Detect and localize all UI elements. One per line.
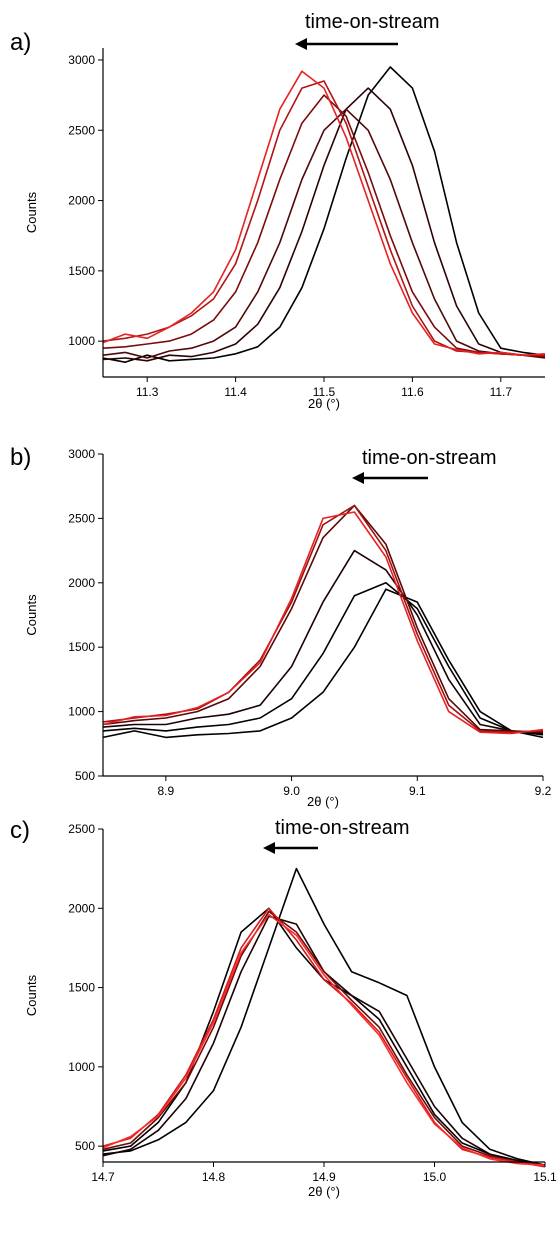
- y-tick-label: 3000: [68, 53, 95, 67]
- y-axis-label: Counts: [24, 974, 39, 1016]
- x-tick-label: 9.2: [535, 784, 552, 798]
- x-tick-label: 15.1: [533, 1170, 557, 1184]
- data-line: [102, 94, 546, 358]
- data-line: [102, 907, 546, 1168]
- x-tick-label: 15.0: [423, 1170, 447, 1184]
- data-line: [102, 108, 546, 359]
- data-line: [102, 549, 544, 735]
- x-tick-label: 14.7: [91, 1170, 115, 1184]
- y-tick-label: 2000: [68, 194, 95, 208]
- data-line: [102, 867, 546, 1166]
- x-tick-label: 11.5: [313, 385, 336, 399]
- data-line: [102, 87, 546, 362]
- x-tick-label: 9.0: [283, 784, 300, 798]
- x-tick-label: 9.1: [409, 784, 426, 798]
- y-axis-label: Counts: [24, 191, 39, 233]
- annotation: time-on-stream: [275, 817, 409, 839]
- annotation: time-on-stream: [305, 11, 439, 33]
- data-line: [102, 66, 546, 363]
- panel-label: c): [10, 817, 30, 844]
- data-line: [102, 70, 546, 356]
- arrow-head: [295, 38, 307, 50]
- panel-label: b): [10, 444, 31, 471]
- data-line: [102, 511, 544, 735]
- y-tick-label: 2500: [68, 511, 95, 525]
- data-line: [102, 915, 546, 1166]
- x-tick-label: 14.9: [312, 1170, 336, 1184]
- x-tick-label: 11.7: [490, 385, 513, 399]
- x-tick-label: 14.8: [202, 1170, 226, 1184]
- data-line: [102, 907, 546, 1166]
- arrow-head: [352, 472, 364, 484]
- x-tick-label: 11.4: [224, 385, 247, 399]
- x-axis-label: 2θ (°): [308, 1184, 340, 1199]
- x-axis-label: 2θ (°): [308, 396, 340, 411]
- arrow-head: [263, 842, 275, 854]
- data-line: [102, 910, 546, 1166]
- y-tick-label: 1500: [68, 640, 95, 654]
- y-tick-label: 1000: [68, 1060, 95, 1074]
- y-tick-label: 500: [75, 1139, 95, 1153]
- annotation: time-on-stream: [362, 447, 496, 469]
- x-tick-label: 11.3: [136, 385, 159, 399]
- data-line: [102, 913, 546, 1166]
- y-tick-label: 1500: [68, 264, 95, 278]
- panel-label: a): [10, 29, 31, 56]
- data-line: [102, 504, 544, 733]
- y-tick-label: 2500: [68, 123, 95, 137]
- y-tick-label: 2500: [68, 822, 95, 836]
- y-tick-label: 2000: [68, 901, 95, 915]
- y-tick-label: 500: [75, 769, 95, 783]
- y-tick-label: 1500: [68, 981, 95, 995]
- y-tick-label: 3000: [68, 447, 95, 461]
- x-tick-label: 11.6: [401, 385, 424, 399]
- x-axis-label: 2θ (°): [307, 794, 339, 809]
- data-line: [102, 582, 544, 736]
- y-tick-label: 1000: [68, 334, 95, 348]
- x-tick-label: 8.9: [158, 784, 175, 798]
- y-axis-label: Counts: [24, 594, 39, 636]
- data-line: [102, 588, 544, 739]
- y-tick-label: 1000: [68, 705, 95, 719]
- y-tick-label: 2000: [68, 576, 95, 590]
